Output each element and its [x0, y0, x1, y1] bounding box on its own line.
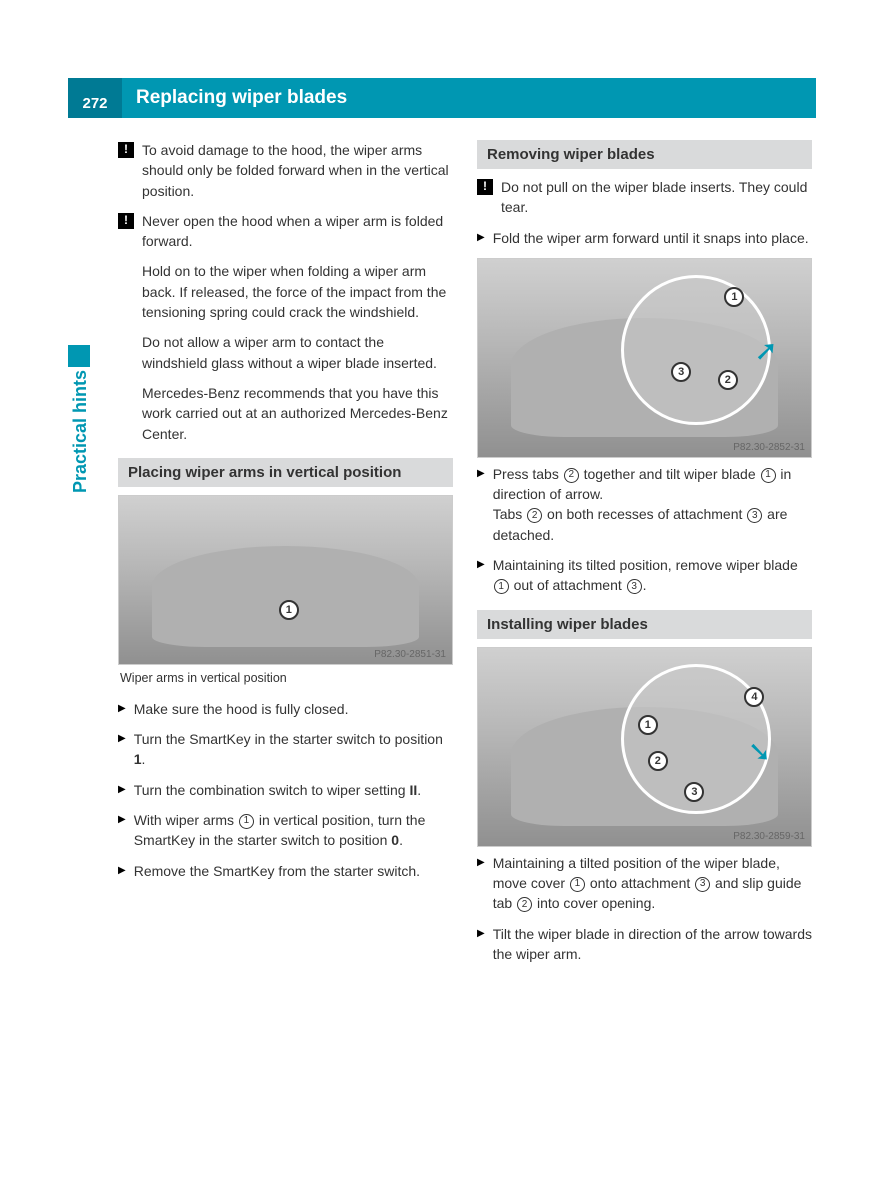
step: Tilt the wiper blade in direction of the…: [477, 924, 812, 965]
text: into cover opening.: [533, 895, 655, 911]
important-icon: !: [477, 179, 493, 195]
text: on both recesses of attachment: [543, 506, 746, 522]
step: Remove the SmartKey from the starter swi…: [118, 861, 453, 881]
content-area: ! To avoid damage to the hood, the wiper…: [118, 140, 812, 974]
callout-1: 1: [279, 600, 299, 620]
text: Turn the SmartKey in the starter switch …: [134, 731, 443, 747]
important-icon: !: [118, 213, 134, 229]
callout-1: 1: [638, 715, 658, 735]
circled-number: 3: [695, 877, 710, 892]
paragraph: Do not allow a wiper arm to contact the …: [118, 332, 453, 373]
important-icon: !: [118, 142, 134, 158]
figure-installing: 1 2 3 4 ➘ P82.30-2859-31: [477, 647, 812, 847]
note-block: ! Never open the hood when a wiper arm i…: [118, 211, 453, 252]
text: .: [417, 782, 421, 798]
page-number: 272: [68, 78, 122, 118]
step-marker-icon: [118, 812, 126, 851]
step: Make sure the hood is fully closed.: [118, 699, 453, 719]
paragraph: Mercedes-Benz recommends that you have t…: [118, 383, 453, 444]
circled-number: 1: [761, 468, 776, 483]
figure-code: P82.30-2851-31: [374, 649, 446, 660]
note-text: To avoid damage to the hood, the wiper a…: [142, 140, 453, 201]
figure-code: P82.30-2852-31: [733, 442, 805, 453]
text: onto attachment: [586, 875, 694, 891]
figure-removing: 1 2 3 ➚ P82.30-2852-31: [477, 258, 812, 458]
text: Tabs: [493, 506, 526, 522]
text: together and tilt wiper blade: [580, 466, 760, 482]
text: Maintaining its tilted position, remove …: [493, 557, 798, 573]
step-text: With wiper arms 1 in vertical position, …: [134, 810, 453, 851]
text: out of attachment: [510, 577, 626, 593]
step-text: Fold the wiper arm forward until it snap…: [493, 228, 809, 248]
text: .: [643, 577, 647, 593]
text: With wiper arms: [134, 812, 238, 828]
side-label: Practical hints: [70, 370, 91, 493]
step-text: Maintaining its tilted position, remove …: [493, 555, 812, 596]
step-text: Tilt the wiper blade in direction of the…: [493, 924, 812, 965]
section-heading: Placing wiper arms in vertical position: [118, 458, 453, 487]
circled-number: 1: [570, 877, 585, 892]
step-marker-icon: [118, 782, 126, 800]
step-marker-icon: [118, 863, 126, 881]
circled-number: 3: [747, 508, 762, 523]
text-bold: 0: [391, 832, 399, 848]
note-text: Do not pull on the wiper blade inserts. …: [501, 177, 812, 218]
step-marker-icon: [477, 557, 485, 596]
step: Fold the wiper arm forward until it snap…: [477, 228, 812, 248]
step: With wiper arms 1 in vertical position, …: [118, 810, 453, 851]
step-text: Maintaining a tilted position of the wip…: [493, 853, 812, 914]
step: Maintaining a tilted position of the wip…: [477, 853, 812, 914]
section-heading: Installing wiper blades: [477, 610, 812, 639]
note-block: ! To avoid damage to the hood, the wiper…: [118, 140, 453, 201]
header-title: Replacing wiper blades: [122, 87, 347, 109]
header-bar: 272 Replacing wiper blades: [68, 78, 816, 118]
callout-2: 2: [718, 370, 738, 390]
text-bold: 1: [134, 751, 142, 767]
figure-code: P82.30-2859-31: [733, 831, 805, 842]
figure-vertical-position: 1 P82.30-2851-31: [118, 495, 453, 665]
circled-number: 1: [239, 814, 254, 829]
step: Maintaining its tilted position, remove …: [477, 555, 812, 596]
callout-2: 2: [648, 751, 668, 771]
section-heading: Removing wiper blades: [477, 140, 812, 169]
callout-1: 1: [724, 287, 744, 307]
step-marker-icon: [118, 731, 126, 770]
step-text: Make sure the hood is fully closed.: [134, 699, 349, 719]
step-text: Remove the SmartKey from the starter swi…: [134, 861, 420, 881]
step-marker-icon: [118, 701, 126, 719]
circled-number: 2: [527, 508, 542, 523]
arrow-icon: ➘: [748, 735, 778, 765]
text: .: [399, 832, 403, 848]
side-tab: [68, 345, 90, 367]
step: Turn the combination switch to wiper set…: [118, 780, 453, 800]
step-text: Turn the SmartKey in the starter switch …: [134, 729, 453, 770]
text: Turn the combination switch to wiper set…: [134, 782, 410, 798]
right-column: Removing wiper blades ! Do not pull on t…: [477, 140, 812, 974]
step-marker-icon: [477, 855, 485, 914]
step-marker-icon: [477, 926, 485, 965]
note-block: ! Do not pull on the wiper blade inserts…: [477, 177, 812, 218]
circled-number: 1: [494, 579, 509, 594]
circled-number: 2: [564, 468, 579, 483]
callout-3: 3: [671, 362, 691, 382]
step: Turn the SmartKey in the starter switch …: [118, 729, 453, 770]
note-text: Never open the hood when a wiper arm is …: [142, 211, 453, 252]
step-marker-icon: [477, 230, 485, 248]
step: Press tabs 2 together and tilt wiper bla…: [477, 464, 812, 545]
circled-number: 3: [627, 579, 642, 594]
step-text: Press tabs 2 together and tilt wiper bla…: [493, 464, 812, 545]
paragraph: Hold on to the wiper when folding a wipe…: [118, 261, 453, 322]
step-text: Turn the combination switch to wiper set…: [134, 780, 421, 800]
step-marker-icon: [477, 466, 485, 545]
left-column: ! To avoid damage to the hood, the wiper…: [118, 140, 453, 974]
text: Press tabs: [493, 466, 563, 482]
circled-number: 2: [517, 897, 532, 912]
text: .: [142, 751, 146, 767]
arrow-icon: ➚: [754, 334, 784, 364]
figure-caption: Wiper arms in vertical position: [118, 671, 453, 685]
